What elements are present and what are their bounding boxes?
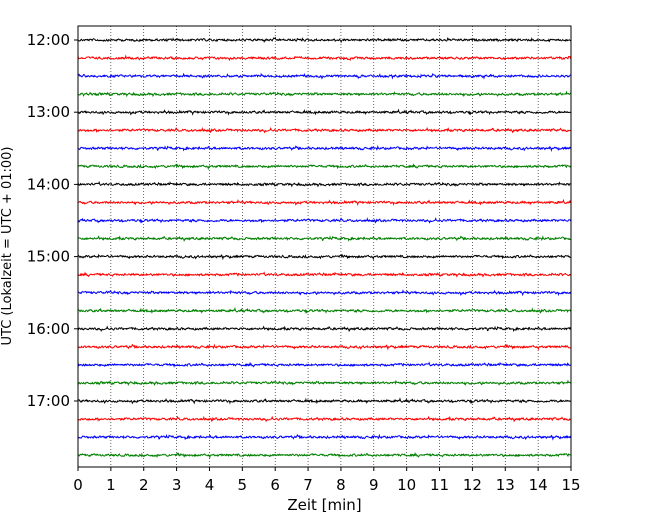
y-tick-label: 12:00 — [27, 31, 70, 49]
trace-1745 — [77, 451, 572, 460]
x-tick-label: 11 — [430, 476, 449, 494]
y-tick-label: 13:00 — [27, 103, 70, 121]
y-tick-label: 16:00 — [27, 320, 70, 338]
trace-1245 — [78, 90, 572, 98]
trace-1230 — [77, 72, 572, 80]
x-tick-label: 4 — [205, 476, 215, 494]
trace-1330 — [77, 145, 572, 152]
trace-1300 — [77, 108, 572, 116]
x-tick-label: 1 — [106, 476, 116, 494]
trace-1400 — [77, 181, 572, 188]
trace-1700 — [77, 397, 572, 405]
y-tick-label: 17:00 — [27, 392, 70, 410]
x-tick-label: 8 — [336, 476, 346, 494]
x-tick-label: 0 — [73, 476, 83, 494]
trace-1730 — [77, 433, 572, 441]
x-tick-label: 15 — [561, 476, 580, 494]
trace-1445 — [77, 235, 572, 242]
trace-1500 — [77, 253, 572, 261]
trace-1715 — [77, 415, 572, 423]
plot-frame — [77, 25, 572, 468]
trace-1615 — [77, 343, 572, 351]
y-axis-label: UTC (Lokalzeit = UTC + 01:00) — [0, 147, 15, 346]
x-tick-label: 12 — [463, 476, 482, 494]
x-axis-ticks: 0 1 2 3 4 5 6 7 8 9 10 11 12 13 14 15 — [73, 467, 581, 494]
x-tick-label: 6 — [270, 476, 280, 494]
x-tick-label: 3 — [172, 476, 182, 494]
x-tick-label: 5 — [238, 476, 248, 494]
trace-1600 — [77, 325, 572, 333]
trace-1515 — [77, 271, 572, 278]
x-tick-label: 10 — [397, 476, 416, 494]
trace-1430 — [77, 217, 572, 224]
x-tick-label: 9 — [369, 476, 379, 494]
x-tick-label: 2 — [139, 476, 149, 494]
trace-1215 — [77, 54, 572, 62]
trace-1315 — [77, 126, 572, 134]
y-tick-label: 14:00 — [27, 175, 70, 193]
x-axis-label: Zeit [min] — [287, 496, 361, 514]
trace-1200 — [77, 36, 572, 44]
trace-1415 — [77, 198, 572, 207]
y-tick-label: 15:00 — [27, 248, 70, 266]
trace-1545 — [77, 307, 572, 314]
x-tick-label: 7 — [303, 476, 313, 494]
trace-1530 — [77, 289, 572, 297]
trace-1645 — [77, 379, 572, 387]
x-tick-label: 13 — [496, 476, 515, 494]
trace-1345 — [77, 163, 572, 171]
y-axis-ticks: 12:00 13:00 14:00 15:00 16:00 17:00 — [27, 31, 78, 410]
traces — [77, 36, 572, 460]
x-tick-label: 14 — [529, 476, 548, 494]
trace-1630 — [77, 361, 572, 368]
